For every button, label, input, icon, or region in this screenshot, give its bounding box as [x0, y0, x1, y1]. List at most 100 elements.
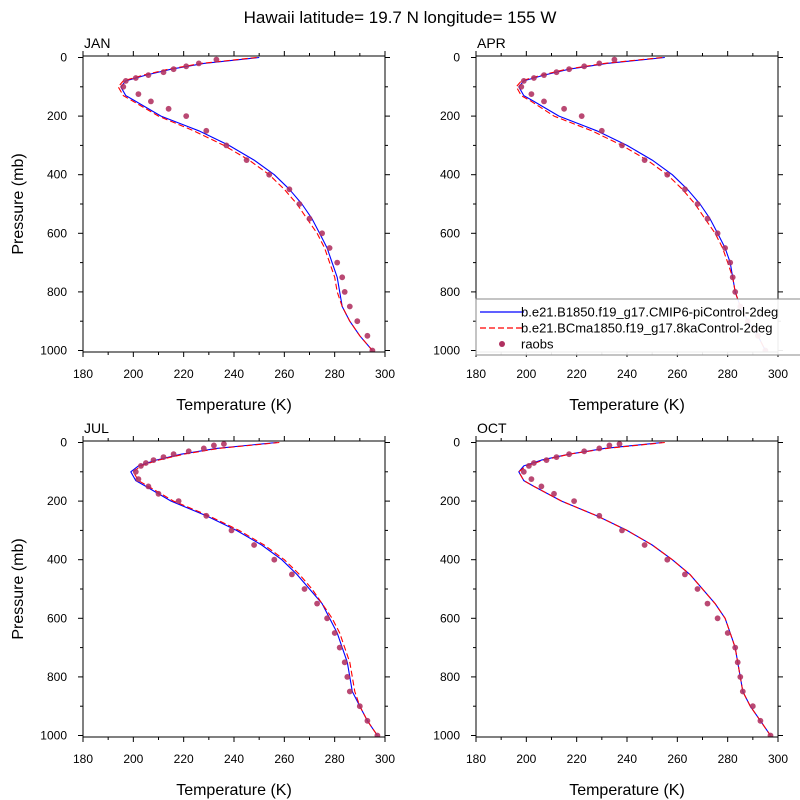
- oct-raobs-point-23: [732, 644, 739, 651]
- oct-x-axis-label: Temperature (K): [569, 782, 685, 799]
- apr-raobs-point-4: [553, 69, 560, 76]
- apr-raobs-point-16: [664, 171, 671, 178]
- jan-raobs-point-20: [319, 230, 325, 237]
- legend-label-bcma1850-8ka: b.e21.BCma1850.f19_g17.8kaControl-2deg: [521, 321, 773, 336]
- jul-raobs-point-19: [301, 586, 308, 592]
- jan-raobs-point-23: [339, 274, 346, 281]
- apr-raobs-point-24: [732, 289, 739, 295]
- jul-raobs-point-14: [203, 512, 210, 519]
- apr-raobs-point-10: [541, 98, 547, 105]
- oct-raobs-point-15: [619, 527, 625, 534]
- oct-raobs-point-18: [682, 571, 688, 578]
- jul-raobs-point-12: [155, 490, 162, 497]
- jul-xtick-label-300: 300: [375, 752, 395, 766]
- oct-raobs-point-10: [528, 476, 535, 482]
- apr-raobs-point-17: [682, 186, 688, 193]
- jan-raobs-point-1: [195, 60, 202, 67]
- oct-raobs-point-5: [553, 454, 560, 460]
- jul-ytick-label-0: 0: [60, 436, 67, 450]
- oct-raobs-point-24: [734, 659, 741, 666]
- oct-panel-label: OCT: [477, 420, 507, 436]
- jan-raobs-point-18: [296, 201, 303, 207]
- oct-raobs-point-13: [571, 498, 577, 504]
- oct-xtick-label-220: 220: [567, 752, 587, 766]
- oct-xtick-label-280: 280: [718, 752, 738, 766]
- apr-raobs-point-13: [598, 127, 605, 134]
- apr-xtick-label-260: 260: [667, 367, 687, 381]
- oct-plot-area: [518, 441, 774, 737]
- jul-xtick-label-200: 200: [123, 752, 143, 766]
- oct-ytick-label-1000: 1000: [433, 729, 460, 743]
- apr-raobs-point-1: [596, 60, 603, 67]
- jan-raobs-point-15: [243, 157, 250, 164]
- apr-raobs-point-9: [528, 91, 535, 97]
- oct-frame: [475, 440, 779, 738]
- jan-plot-area: [117, 56, 376, 352]
- oct-raobs-point-0: [616, 441, 623, 447]
- jul-raobs-point-1: [211, 442, 217, 449]
- apr-xtick-label-200: 200: [516, 367, 536, 381]
- jul-xtick-label-220: 220: [174, 752, 194, 766]
- jan-raobs-point-22: [334, 259, 341, 266]
- jan-x-axis-label: Temperature (K): [176, 397, 292, 414]
- apr-xtick-label-280: 280: [718, 367, 738, 381]
- jul-raobs-point-22: [331, 630, 338, 636]
- legend: b.e21.B1850.f19_g17.CMIP6-piControl-2deg…: [475, 298, 800, 356]
- jan-ytick-label-0: 0: [60, 51, 67, 65]
- jan-xtick-label-220: 220: [174, 367, 194, 381]
- jul-raobs-point-5: [160, 454, 167, 460]
- jul-raobs-point-15: [228, 527, 235, 534]
- jan-xtick-label-260: 260: [274, 367, 294, 381]
- figure-title: Hawaii latitude= 19.7 N longitude= 155 W: [244, 8, 557, 27]
- jul-raobs-point-20: [314, 600, 320, 607]
- apr-xtick-label-300: 300: [768, 367, 788, 381]
- apr-raobs-point-7: [520, 78, 527, 84]
- oct-xtick-label-240: 240: [617, 752, 637, 766]
- jan-raobs-point-26: [354, 318, 361, 325]
- jul-raobs-point-28: [364, 717, 371, 724]
- jan-raobs-point-24: [341, 289, 348, 295]
- apr-raobs-point-5: [541, 72, 547, 78]
- jul-raobs-point-24: [341, 659, 348, 666]
- jul-raobs-point-16: [251, 542, 257, 548]
- jul-raobs-point-26: [346, 688, 353, 695]
- jul-raobs-point-25: [344, 674, 351, 680]
- apr-raobs-point-14: [619, 142, 625, 149]
- jan-raobs-point-3: [170, 66, 177, 73]
- apr-ytick-label-800: 800: [440, 285, 460, 299]
- jul-raobs-point-7: [143, 460, 149, 466]
- apr-raobs-point-21: [722, 245, 728, 251]
- apr-panel-label: APR: [477, 35, 506, 51]
- oct-ytick-label-400: 400: [440, 553, 460, 567]
- jul-plot-area: [130, 441, 381, 737]
- jan-raobs-point-25: [346, 303, 353, 310]
- apr-raobs-point-2: [581, 63, 588, 70]
- jul-xtick-label-280: 280: [325, 752, 345, 766]
- jul-raobs-point-23: [336, 644, 343, 651]
- oct-xtick-label-260: 260: [667, 752, 687, 766]
- jan-y-axis-label: Pressure (mb): [10, 153, 27, 254]
- jan-ticks: [78, 51, 390, 357]
- jul-ytick-label-800: 800: [47, 670, 67, 684]
- jan-raobs-point-16: [266, 171, 273, 178]
- apr-raobs-point-20: [714, 230, 721, 237]
- jul-raobs-point-6: [150, 457, 157, 463]
- apr-raobs-point-3: [566, 66, 572, 73]
- jul-raobs-point-8: [138, 463, 144, 469]
- jan-raobs-point-19: [306, 215, 313, 222]
- jan-raobs-point-10: [148, 98, 154, 105]
- oct-raobs-point-7: [531, 460, 537, 466]
- oct-ytick-label-800: 800: [440, 670, 460, 684]
- apr-raobs-point-0: [611, 56, 618, 63]
- jan-raobs-point-8: [120, 83, 127, 90]
- apr-ytick-label-200: 200: [440, 109, 460, 123]
- apr-ytick-label-600: 600: [440, 226, 460, 240]
- jul-line-bcma1850-8ka: [132, 441, 378, 736]
- oct-raobs-point-9: [520, 468, 527, 475]
- apr-ytick-label-0: 0: [453, 51, 460, 65]
- oct-raobs-point-26: [739, 688, 746, 695]
- apr-xtick-label-180: 180: [466, 367, 486, 381]
- jul-raobs-point-21: [324, 615, 330, 622]
- jan-raobs-point-7: [122, 78, 129, 84]
- panel-apr: 180 200 220 240 260 280 300 0 200 400 600 800 1000 AP…: [433, 35, 788, 414]
